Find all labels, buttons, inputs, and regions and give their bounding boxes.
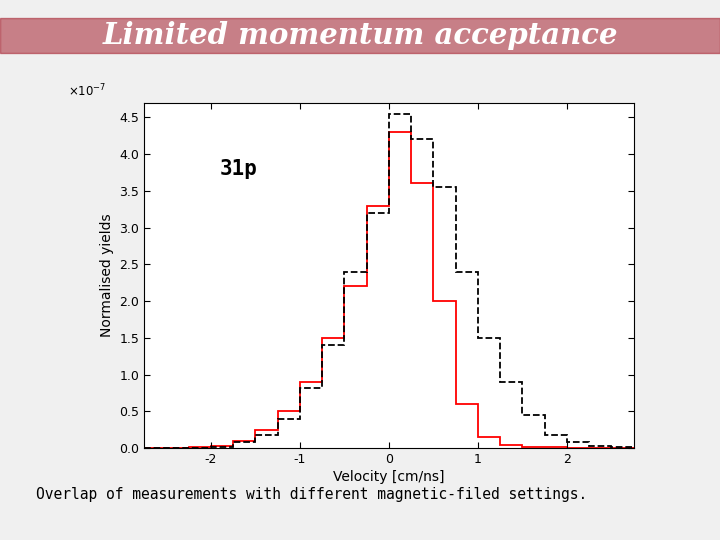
Y-axis label: Normalised yields: Normalised yields [99, 214, 114, 337]
Text: 31p: 31p [220, 159, 258, 179]
Text: Overlap of measurements with different magnetic-filed settings.: Overlap of measurements with different m… [36, 487, 588, 502]
Text: $\times$10$^{-7}$: $\times$10$^{-7}$ [68, 83, 107, 99]
Bar [0, 17, 720, 52]
Text: Limited momentum acceptance: Limited momentum acceptance [102, 21, 618, 50]
X-axis label: Velocity [cm/ns]: Velocity [cm/ns] [333, 470, 444, 484]
